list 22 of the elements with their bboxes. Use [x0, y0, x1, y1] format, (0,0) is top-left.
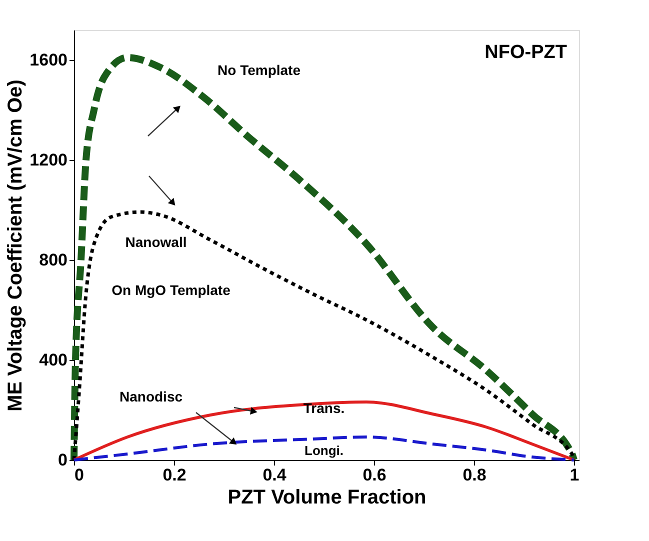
x-tick-label: 0.6 [362, 466, 386, 484]
line-series [72, 400, 576, 462]
x-tick-label: 0.2 [162, 466, 186, 484]
y-tick-label: 800 [39, 250, 68, 270]
y-tick-label: 400 [39, 350, 68, 370]
text: NFO-PZT [484, 42, 568, 63]
annotation: Nanowall [125, 234, 187, 250]
series-label: On MgO Template [112, 282, 231, 298]
x-tick-label: 0 [74, 466, 84, 484]
x-tick-label: 1 [570, 466, 580, 484]
x-axis-title: PZT Volume Fraction [228, 486, 426, 508]
line-series [72, 436, 576, 462]
y-tick-label: 1600 [30, 50, 68, 70]
series-label: Longi. [304, 443, 344, 458]
y-tick-label: 0 [58, 450, 68, 470]
x-tick-label: 0.8 [462, 466, 486, 484]
series-label: Trans. [303, 400, 345, 416]
x-tick-label: 0.4 [262, 466, 287, 484]
y-tick-label: 1200 [30, 150, 68, 170]
annotation: Nanodisc [119, 388, 183, 404]
series-label: No Template [218, 62, 301, 78]
y-axis-title: ME Voltage Coefficient (mV/cm Oe) [4, 80, 27, 412]
